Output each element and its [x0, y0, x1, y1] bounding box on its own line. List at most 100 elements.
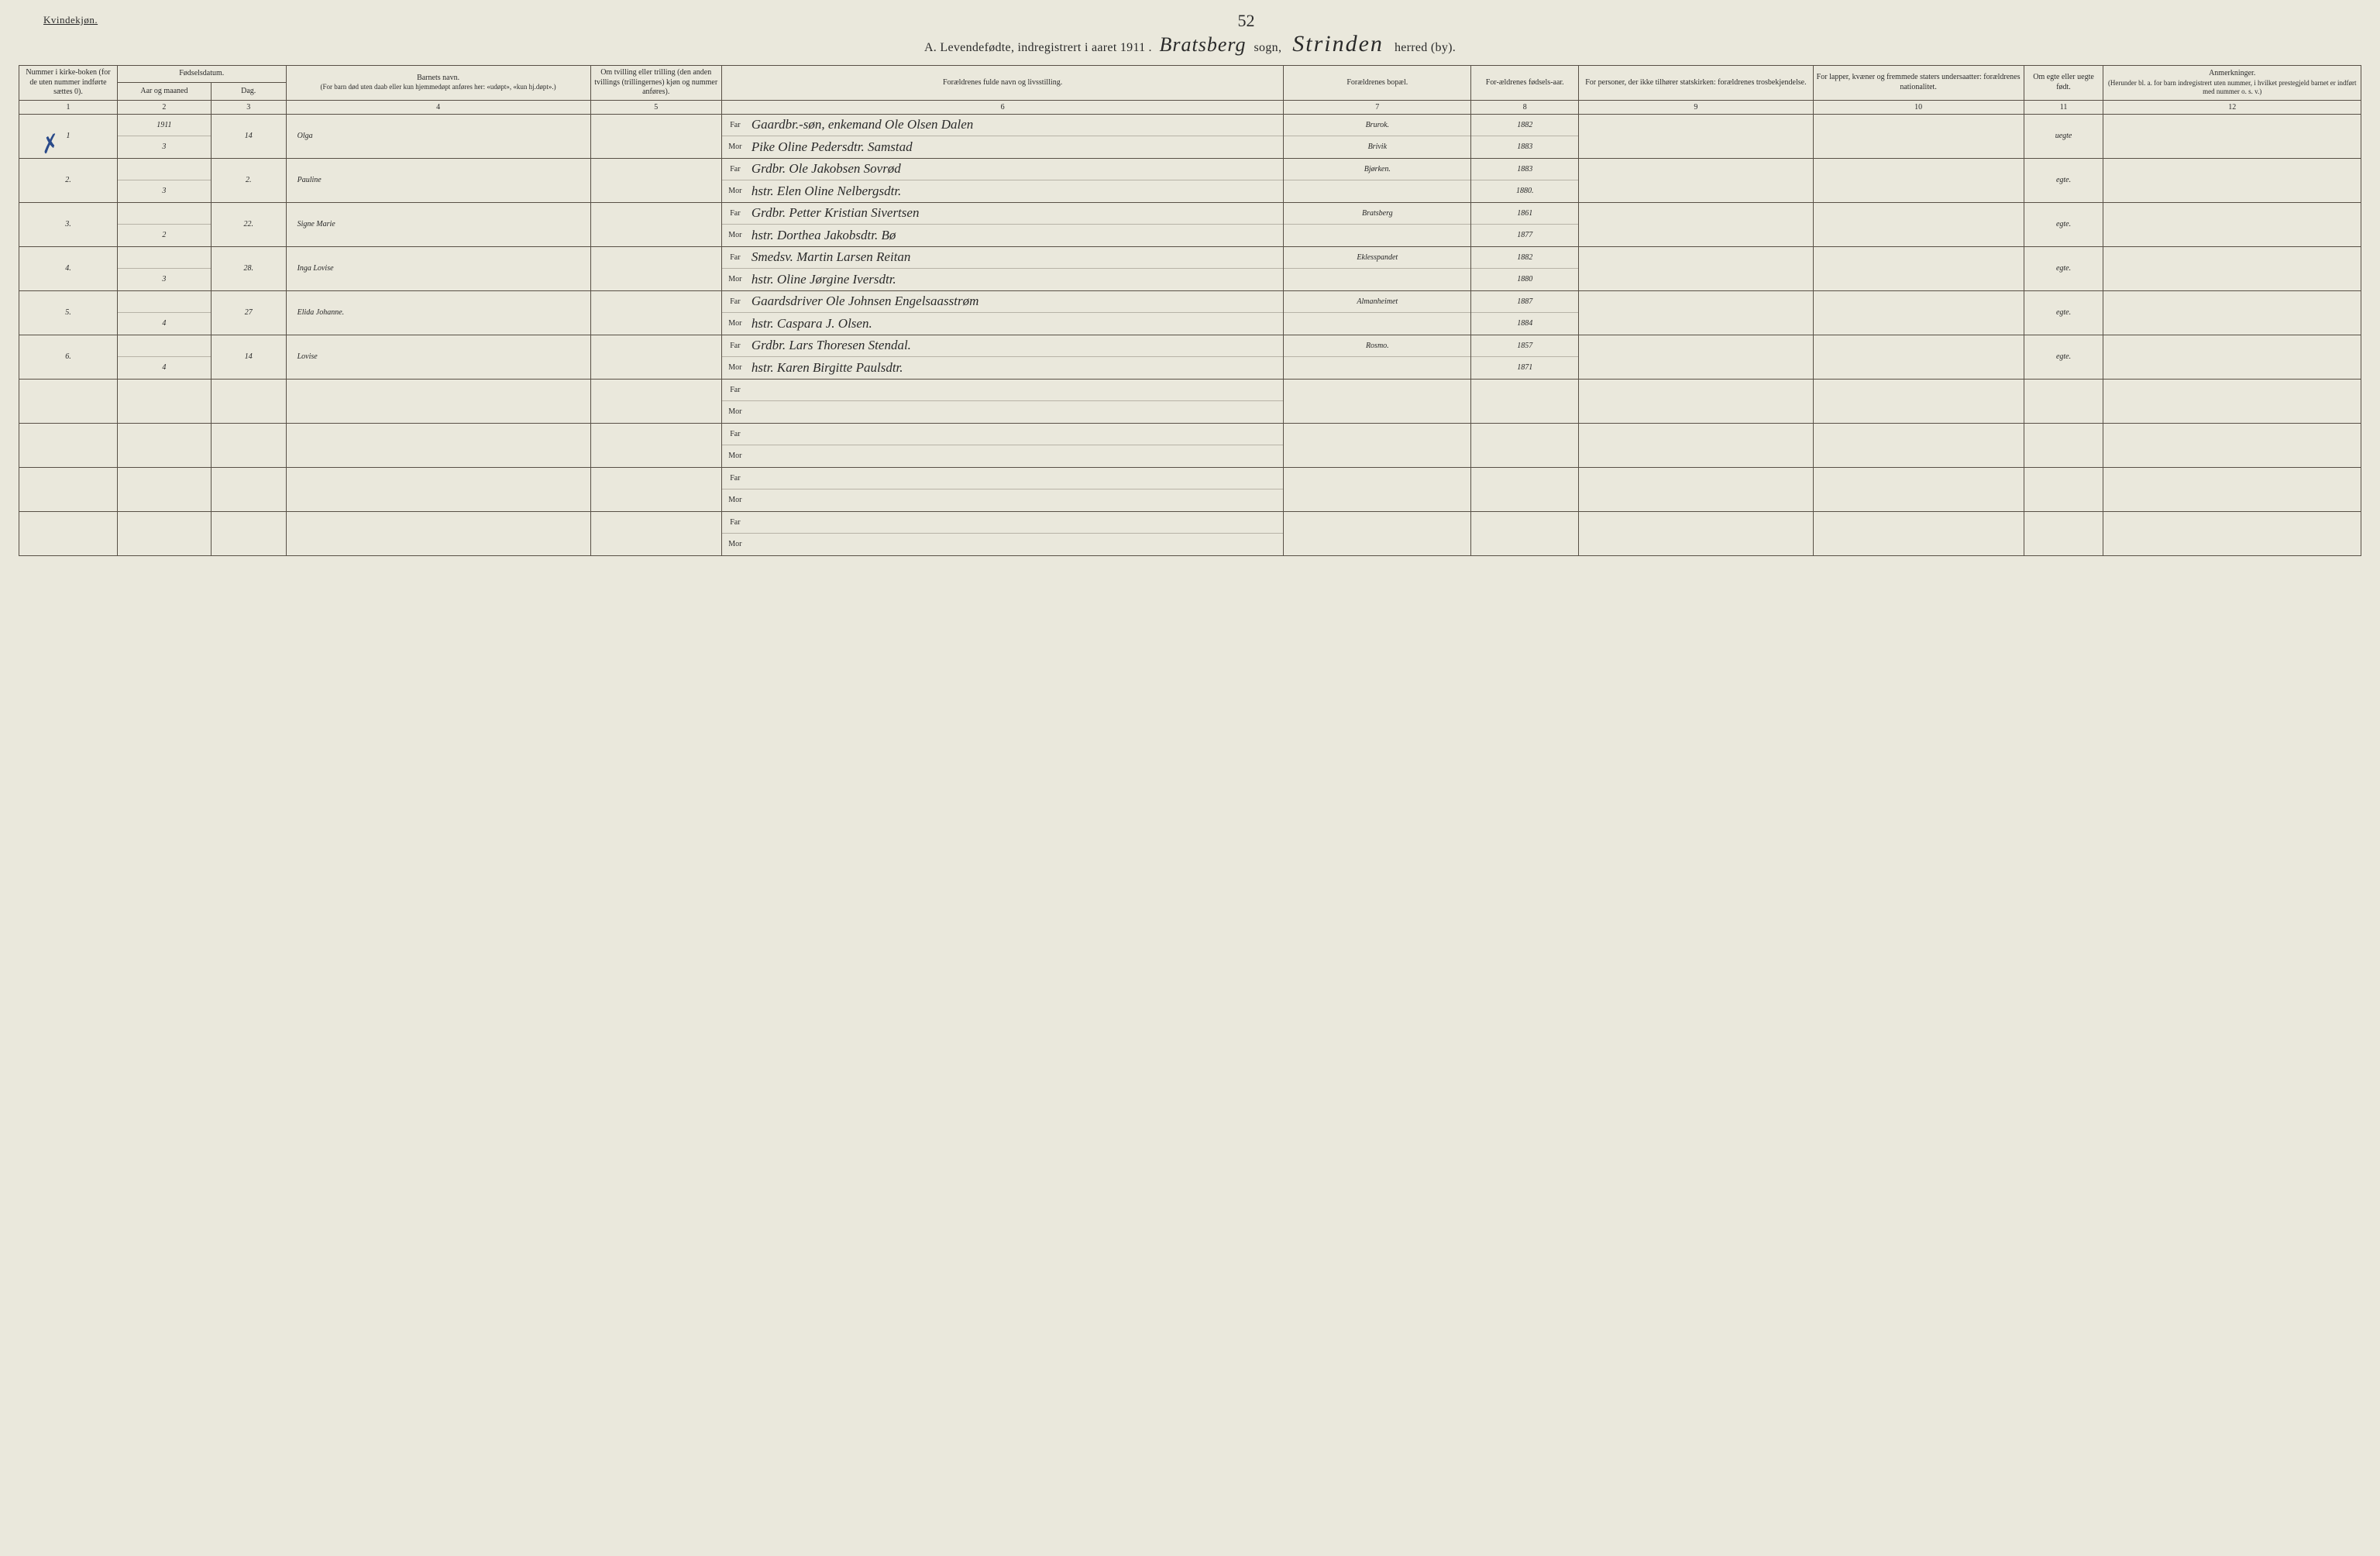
cell-twin: [590, 202, 721, 246]
far-label: Far: [722, 165, 748, 173]
cell-twin: [590, 158, 721, 202]
cell-name: Signe Marie: [286, 202, 590, 246]
cell-day: [211, 467, 286, 511]
cell-day: 14: [211, 335, 286, 379]
cell-remarks: [2103, 511, 2361, 555]
cell-birthyear: 18571871: [1471, 335, 1579, 379]
cell-name: Pauline: [286, 158, 590, 202]
column-number: 1: [19, 100, 118, 114]
cell-num: 3.: [19, 202, 118, 246]
cell-legit: [2024, 379, 2103, 423]
column-number: 11: [2024, 100, 2103, 114]
cell-name: Elida Johanne.: [286, 290, 590, 335]
cell-num: 6.: [19, 335, 118, 379]
column-number: 7: [1284, 100, 1471, 114]
father-name: Grdbr. Petter Kristian Sivertsen: [748, 205, 1284, 221]
cell-birthyear: 18821883: [1471, 114, 1579, 158]
mor-label: Mor: [722, 319, 748, 328]
cell-nationality: [1813, 246, 2024, 290]
cell-religion: [1579, 335, 1813, 379]
table-row: 6.414LoviseFarGrdbr. Lars Thoresen Stend…: [19, 335, 2361, 379]
cell-name: Inga Lovise: [286, 246, 590, 290]
cell-remarks: [2103, 423, 2361, 467]
cell-year-month: 19113: [117, 114, 211, 158]
cell-religion: [1579, 246, 1813, 290]
father-name: Gaardsdriver Ole Johnsen Engelsaasstrøm: [748, 294, 1284, 309]
mother-name: hstr. Dorthea Jakobsdtr. Bø: [748, 228, 1284, 243]
cell-legit: egte.: [2024, 290, 2103, 335]
mother-name: Pike Oline Pedersdtr. Samstad: [748, 139, 1284, 155]
col-5-header: Om tvilling eller trilling (den anden tv…: [590, 66, 721, 101]
cell-legit: egte.: [2024, 158, 2103, 202]
cell-religion: [1579, 511, 1813, 555]
cell-remarks: [2103, 246, 2361, 290]
col-4-sub: (For barn død uten daab eller kun hjemme…: [290, 83, 587, 91]
cell-name: [286, 467, 590, 511]
cell-residence: Eklesspandet: [1284, 246, 1471, 290]
table-row: FarMor: [19, 423, 2361, 467]
cell-legit: egte.: [2024, 335, 2103, 379]
mother-name: hstr. Caspara J. Olsen.: [748, 316, 1284, 331]
column-number: 2: [117, 100, 211, 114]
cell-legit: egte.: [2024, 202, 2103, 246]
cell-residence: Almanheimet: [1284, 290, 1471, 335]
cell-residence: [1284, 379, 1471, 423]
cell-residence: Bratsberg: [1284, 202, 1471, 246]
mor-label: Mor: [722, 143, 748, 151]
table-row: 4.328.Inga LoviseFarSmedsv. Martin Larse…: [19, 246, 2361, 290]
column-number: 6: [721, 100, 1284, 114]
register-table: Nummer i kirke-boken (for de uten nummer…: [19, 65, 2361, 556]
cell-religion: [1579, 114, 1813, 158]
cell-remarks: [2103, 335, 2361, 379]
cell-twin: [590, 467, 721, 511]
table-row: FarMor: [19, 379, 2361, 423]
col-10-header: For lapper, kvæner og fremmede staters u…: [1813, 66, 2024, 101]
cell-nationality: [1813, 114, 2024, 158]
cell-birthyear: [1471, 379, 1579, 423]
cell-parents: FarSmedsv. Martin Larsen ReitanMorhstr. …: [721, 246, 1284, 290]
cell-num: 2.: [19, 158, 118, 202]
tick-mark-icon: ✗: [36, 129, 62, 160]
table-row: 5.427Elida Johanne.FarGaardsdriver Ole J…: [19, 290, 2361, 335]
cell-num: [19, 423, 118, 467]
cell-parents: FarGrdbr. Ole Jakobsen SovrødMorhstr. El…: [721, 158, 1284, 202]
col-9-header: For personer, der ikke tilhører statskir…: [1579, 66, 1813, 101]
column-number-row: 123456789101112: [19, 100, 2361, 114]
column-number: 3: [211, 100, 286, 114]
title-prefix: A. Levendefødte, indregistrert i aaret 1…: [924, 41, 1139, 54]
cell-twin: [590, 379, 721, 423]
cell-name: [286, 511, 590, 555]
cell-twin: [590, 511, 721, 555]
mother-name: hstr. Oline Jørgine Iversdtr.: [748, 272, 1284, 287]
cell-parents: FarGaardbr.-søn, enkemand Ole Olsen Dale…: [721, 114, 1284, 158]
cell-residence: Bjørken.: [1284, 158, 1471, 202]
cell-parents: FarGrdbr. Petter Kristian SivertsenMorhs…: [721, 202, 1284, 246]
cell-birthyear: 18831880.: [1471, 158, 1579, 202]
register-page: 52 Kvindekjøn. A. Levendefødte, indregis…: [19, 14, 2361, 556]
cell-residence: [1284, 423, 1471, 467]
cell-twin: [590, 114, 721, 158]
cell-day: [211, 511, 286, 555]
table-row: 3.222.Signe MarieFarGrdbr. Petter Kristi…: [19, 202, 2361, 246]
col-2-3-group: Fødselsdatum.: [117, 66, 286, 83]
page-number-handwritten: 52: [1237, 11, 1254, 31]
cell-day: 28.: [211, 246, 286, 290]
col-3-header: Dag.: [211, 83, 286, 100]
herred-label: herred (by).: [1395, 41, 1456, 54]
cell-day: 27: [211, 290, 286, 335]
cell-twin: [590, 290, 721, 335]
cell-twin: [590, 246, 721, 290]
father-name: Grdbr. Ole Jakobsen Sovrød: [748, 161, 1284, 177]
cell-num: [19, 511, 118, 555]
gender-label: Kvindekjøn.: [43, 14, 2361, 26]
title-year-suffix: 1: [1139, 41, 1145, 54]
cell-num: 5.: [19, 290, 118, 335]
cell-num: [19, 379, 118, 423]
father-name: Grdbr. Lars Thoresen Stendal.: [748, 338, 1284, 353]
cell-year-month: 4: [117, 290, 211, 335]
far-label: Far: [722, 253, 748, 262]
table-row: FarMor: [19, 467, 2361, 511]
cell-nationality: [1813, 511, 2024, 555]
cell-twin: [590, 335, 721, 379]
col-11-header: Om egte eller uegte født.: [2024, 66, 2103, 101]
